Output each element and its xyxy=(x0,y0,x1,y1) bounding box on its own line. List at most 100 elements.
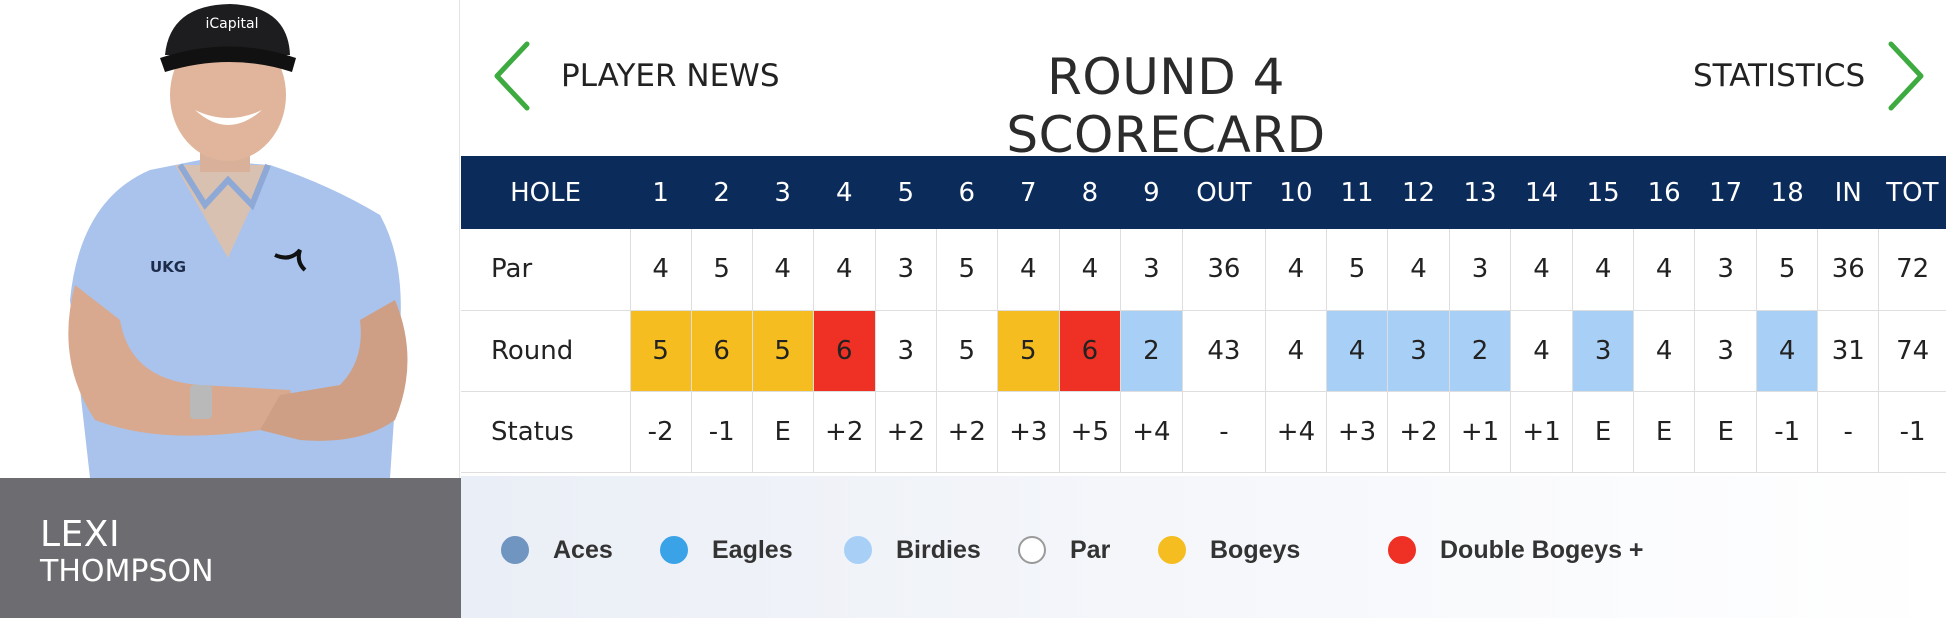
score-cell: E xyxy=(1633,391,1696,473)
cap-logo-text: iCapital xyxy=(206,16,259,32)
hole-header-15: 15 xyxy=(1586,177,1620,208)
hole-header-18: 18 xyxy=(1770,177,1804,208)
hole-header-12: 12 xyxy=(1401,177,1436,208)
score-cell: +2 xyxy=(1387,391,1451,473)
statistics-link[interactable]: STATISTICS xyxy=(1693,58,1866,94)
score-cell: 3 xyxy=(1694,310,1758,392)
score-cell: +4 xyxy=(1265,391,1327,473)
score-cell: 3 xyxy=(1387,310,1451,392)
row-label: Par xyxy=(461,229,631,311)
score-cell: +2 xyxy=(875,391,937,473)
hole-header-16: 16 xyxy=(1647,177,1681,208)
score-cell: 6 xyxy=(691,310,753,392)
player-first-name: LEXI xyxy=(40,514,121,555)
score-cell: 6 xyxy=(1059,310,1121,392)
hole-header-3: 3 xyxy=(774,177,791,208)
score-cell: +3 xyxy=(997,391,1060,473)
score-cell: E xyxy=(1572,391,1635,473)
score-cell: E xyxy=(1694,391,1758,473)
chevron-right-icon[interactable] xyxy=(1881,38,1929,114)
score-cell: 4 xyxy=(630,229,692,311)
hole-header-5: 5 xyxy=(897,177,915,208)
score-cell: E xyxy=(752,391,814,473)
score-cell: 5 xyxy=(997,310,1060,392)
hole-header-17: 17 xyxy=(1709,177,1743,208)
score-cell: 36 xyxy=(1817,229,1880,311)
score-cell: +3 xyxy=(1326,391,1389,473)
legend-item-eagles: Eagles xyxy=(660,534,793,566)
hole-header-label: HOLE xyxy=(510,177,582,208)
score-cell: 3 xyxy=(1120,229,1183,311)
player-name-bar: LEXI THOMPSON xyxy=(0,478,461,618)
hole-header-13: 13 xyxy=(1463,177,1497,208)
score-cell: 4 xyxy=(1633,229,1696,311)
score-cell: -2 xyxy=(630,391,692,473)
score-legend: Aces Eagles Birdies Par Bogeys Double Bogeys … xyxy=(461,476,1946,618)
score-cell: 2 xyxy=(1120,310,1183,392)
hole-header-2: 2 xyxy=(713,177,730,208)
score-cell: +5 xyxy=(1059,391,1121,473)
score-cell: 3 xyxy=(875,229,937,311)
hole-header-out: OUT xyxy=(1196,177,1252,208)
score-cell: 43 xyxy=(1182,310,1266,392)
hole-header-14: 14 xyxy=(1525,177,1559,208)
score-cell: 3 xyxy=(1449,229,1512,311)
scorecard-row-status: Status -2 -1 E +2 +2 +2 +3 +5 +4- +4 +3 +2 +1 +1 E E E -1-… xyxy=(461,391,1946,473)
legend-label: Birdies xyxy=(896,535,981,564)
hole-header-11: 11 xyxy=(1340,177,1374,208)
score-cell: 4 xyxy=(1510,229,1574,311)
score-cell: 5 xyxy=(936,229,998,311)
score-cell: 31 xyxy=(1817,310,1880,392)
score-cell: 4 xyxy=(1059,229,1121,311)
score-cell: +2 xyxy=(936,391,998,473)
page-title: ROUND 4 SCORECARD xyxy=(1006,48,1326,164)
player-photo-illustration: iCapital UKG xyxy=(68,4,408,478)
legend-dot-icon xyxy=(1158,536,1186,564)
score-cell: 3 xyxy=(875,310,937,392)
row-label: Round xyxy=(461,310,631,392)
hole-header-tot: TOT xyxy=(1886,177,1939,208)
hole-header-1: 1 xyxy=(652,177,669,208)
legend-dot-icon xyxy=(1018,536,1046,564)
score-cell: 4 xyxy=(997,229,1060,311)
legend-dot-icon xyxy=(1388,536,1416,564)
score-cell: 3 xyxy=(1572,310,1635,392)
score-cell: 5 xyxy=(691,229,753,311)
hole-header-4: 4 xyxy=(835,177,853,208)
score-cell: -1 xyxy=(691,391,753,473)
score-cell: 36 xyxy=(1182,229,1266,311)
score-cell: 3 xyxy=(1694,229,1758,311)
score-cell: 4 xyxy=(813,229,876,311)
scorecard-row-par: Par 4 5 4 4 3 5 4 4 3 36 4 5 4 3 4 4 4 3 5 36 72 xyxy=(461,229,1946,311)
chevron-left-icon[interactable] xyxy=(489,38,537,114)
score-cell: 4 xyxy=(752,229,814,311)
scorecard-row-round: Round 5 6 5 6 3 5 5 6 2 43 4 4 3 2 4 3 4 3 4 31 74 xyxy=(461,310,1946,392)
hole-header-10: 10 xyxy=(1279,177,1313,208)
score-cell: -1 xyxy=(1756,391,1819,473)
score-cell: 4 xyxy=(1510,310,1574,392)
score-cell: 5 xyxy=(630,310,692,392)
hole-header-6: 6 xyxy=(958,177,976,208)
player-news-link[interactable]: PLAYER NEWS xyxy=(561,58,780,94)
legend-label: Par xyxy=(1070,535,1111,564)
legend-label: Eagles xyxy=(712,535,793,564)
shirt-logo-text: UKG xyxy=(150,258,186,276)
score-cell: - xyxy=(1817,391,1880,473)
score-cell: 6 xyxy=(813,310,876,392)
score-cell: 72 xyxy=(1878,229,1946,311)
legend-dot-icon xyxy=(844,536,872,564)
row-label: Status xyxy=(461,391,631,473)
hole-header-9: 9 xyxy=(1143,177,1160,208)
legend-label: Bogeys xyxy=(1210,535,1301,564)
scorecard-header: PLAYER NEWS ROUND 4 SCORECARD STATISTICS xyxy=(461,0,1946,164)
legend-item-birdies: Birdies xyxy=(844,534,981,566)
score-cell: 5 xyxy=(752,310,814,392)
score-cell: 5 xyxy=(936,310,998,392)
score-cell: 4 xyxy=(1633,310,1696,392)
legend-item-aces: Aces xyxy=(501,534,613,566)
hole-header-in: IN xyxy=(1834,177,1862,208)
score-cell: +1 xyxy=(1510,391,1574,473)
score-cell: 74 xyxy=(1878,310,1946,392)
player-last-name: THOMPSON xyxy=(40,554,214,589)
score-cell: 4 xyxy=(1572,229,1635,311)
